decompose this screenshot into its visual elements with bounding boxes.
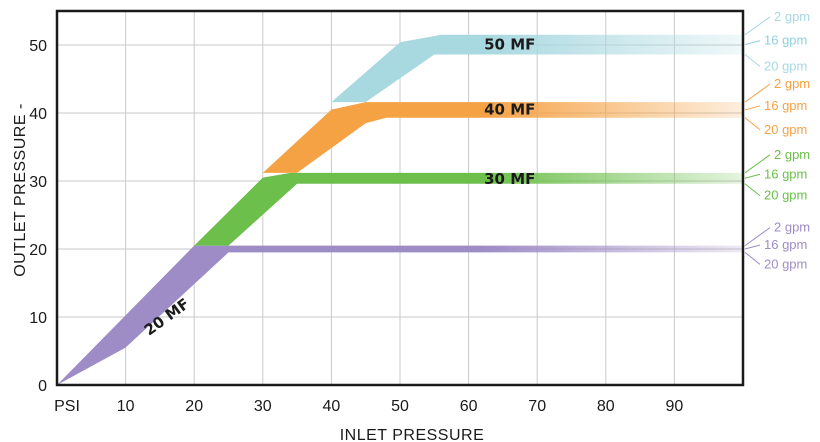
y-tick-label: 20 (29, 242, 47, 259)
y-tick-labels: 0 10 20 30 40 50 (29, 38, 47, 395)
flow-label: 16 gpm (764, 98, 807, 113)
flow-label: 20 gpm (764, 122, 807, 137)
band-label: 30 MF (484, 170, 535, 188)
pressure-bands (57, 34, 743, 385)
flow-label: 20 gpm (764, 256, 807, 271)
x-tick-labels: PSI 10 20 30 40 50 60 70 80 90 (54, 398, 683, 415)
flow-label-leader (744, 252, 761, 265)
flow-label-leader (744, 227, 771, 247)
flow-label-leader (744, 16, 771, 36)
y-axis-title: OUTLET PRESSURE - (12, 103, 29, 277)
flow-label-leader (744, 105, 761, 111)
flow-label-leader (744, 244, 761, 250)
flow-label-leader (744, 173, 761, 179)
flow-labels: 2 gpm 16 gpm 20 gpm 2 gpm 16 gpm 20 gpm 2 gpm 1… (744, 9, 810, 271)
y-tick-label: 10 (29, 310, 47, 327)
band-label: 40 MF (484, 101, 535, 119)
flow-label-leader (744, 40, 761, 46)
flow-label-leader (744, 83, 771, 103)
x-tick-label: 60 (460, 398, 478, 415)
x-tick-label: 90 (666, 398, 684, 415)
flow-label: 2 gpm (774, 9, 810, 24)
y-tick-label: 30 (29, 174, 47, 191)
band-50-mf (331, 34, 743, 103)
y-tick-label: 40 (29, 106, 47, 123)
x-tick-label: 30 (254, 398, 272, 415)
flow-label-leader (744, 154, 771, 174)
x-tick-label: 80 (597, 398, 615, 415)
flow-label: 16 gpm (764, 166, 807, 181)
x-tick-label: 40 (323, 398, 341, 415)
band-40-mf (262, 102, 743, 173)
flow-label-leader (744, 183, 761, 197)
plot-frame (55, 9, 745, 387)
band-label: 50 MF (484, 35, 535, 53)
band-30-mf (194, 172, 743, 246)
y-tick-label: 0 (38, 378, 47, 395)
flow-label: 16 gpm (764, 33, 807, 48)
x-tick-label: 70 (528, 398, 546, 415)
x-axis-title: INLET PRESSURE (340, 427, 485, 442)
x-tick-label: PSI (54, 398, 80, 415)
y-tick-label: 50 (29, 38, 47, 55)
flow-label: 20 gpm (764, 188, 807, 203)
x-tick-label: 50 (391, 398, 409, 415)
flow-label: 2 gpm (774, 76, 810, 91)
flow-label: 2 gpm (774, 147, 810, 162)
x-tick-label: 10 (117, 398, 135, 415)
flow-label: 20 gpm (764, 59, 807, 74)
x-tick-label: 20 (185, 398, 203, 415)
flow-label: 16 gpm (764, 237, 807, 252)
flow-label-leader (744, 54, 761, 67)
flow-label-leader (744, 117, 761, 131)
flow-label: 2 gpm (774, 220, 810, 235)
